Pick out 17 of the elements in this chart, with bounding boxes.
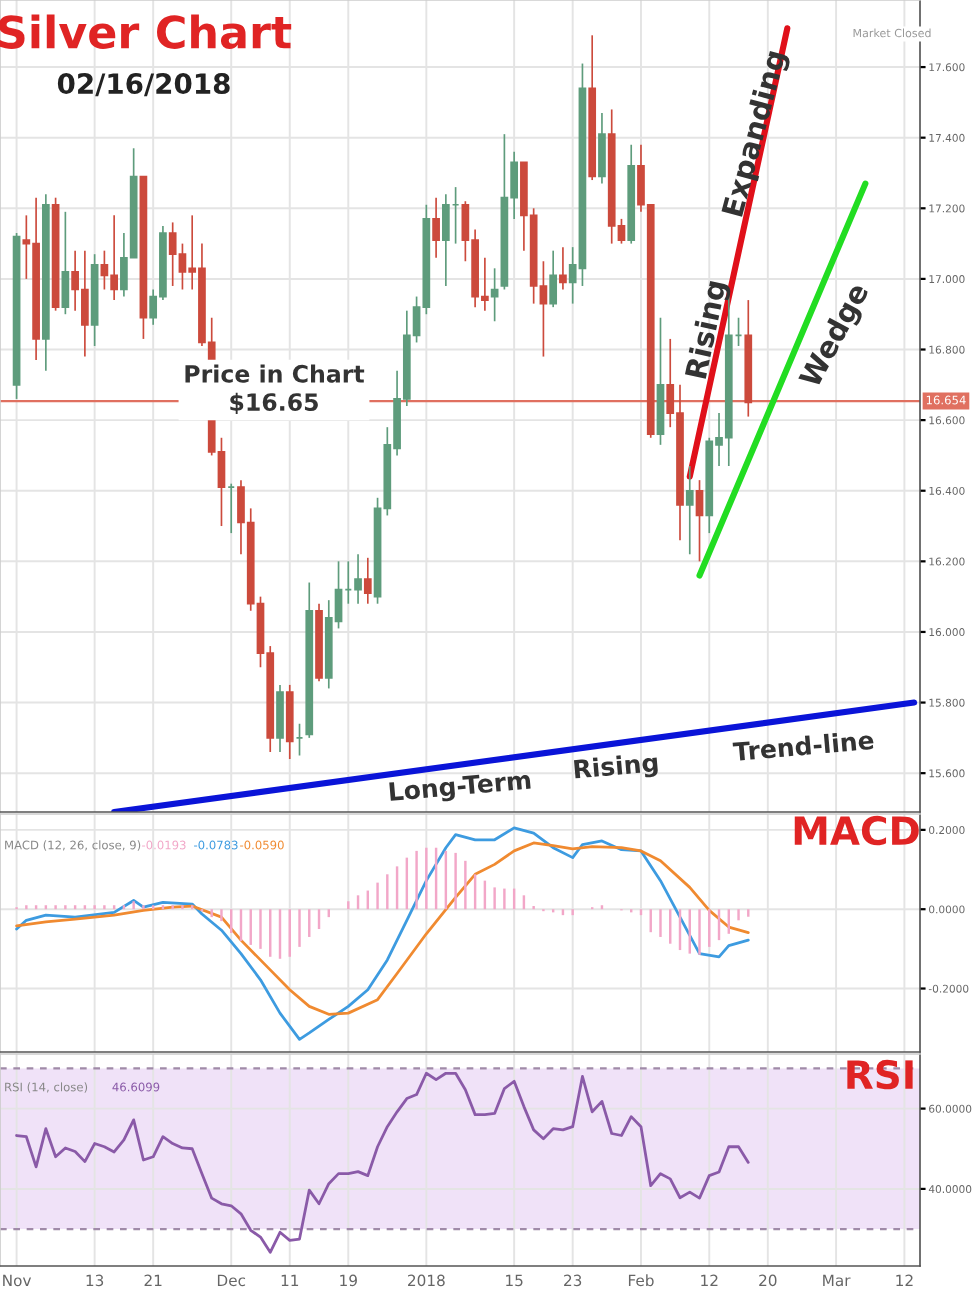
annotation: Rising	[573, 752, 659, 784]
candlestick	[559, 246, 567, 291]
candlestick	[549, 249, 558, 308]
annotation: Price in Chart $16.65	[185, 364, 365, 415]
chart-title: RSI	[847, 1059, 913, 1090]
annotation: Trend-line	[732, 729, 874, 762]
text: 02/16/2018	[57, 73, 230, 97]
candlestick	[598, 112, 606, 185]
candlestick	[363, 556, 372, 605]
annotation: Long-Term	[389, 770, 532, 807]
candlestick	[695, 479, 704, 563]
chart-title: MACD	[794, 815, 919, 846]
candlestick	[685, 465, 694, 556]
annotation: Rising	[684, 279, 732, 380]
candlestick	[432, 196, 440, 259]
candlestick	[61, 210, 70, 316]
candlestick	[276, 684, 284, 753]
